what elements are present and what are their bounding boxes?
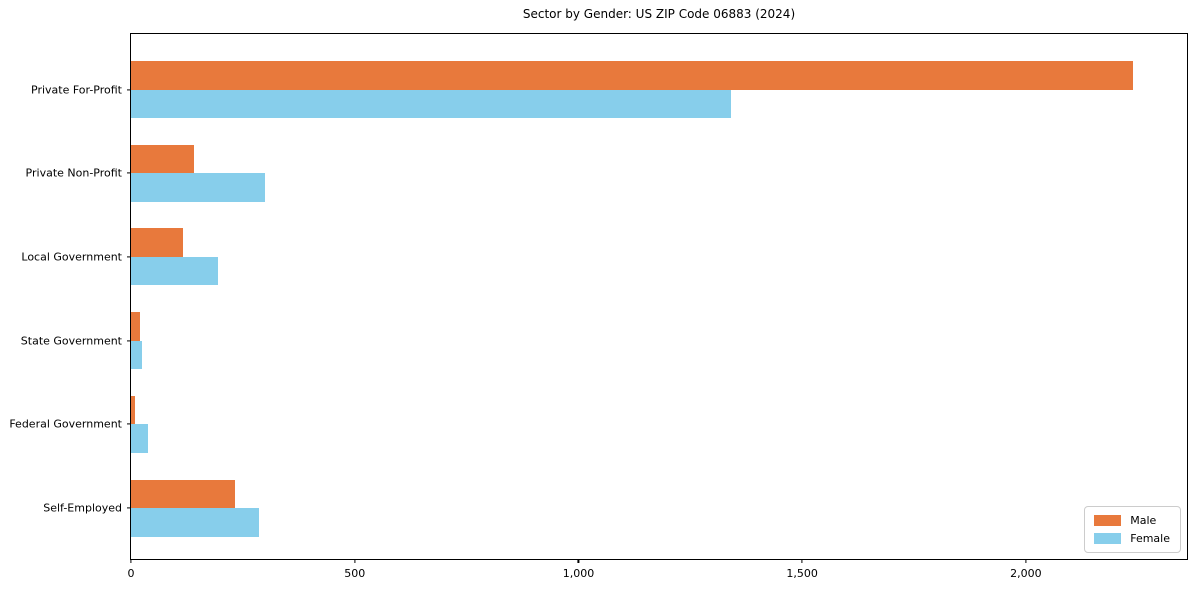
legend-label-male: Male: [1130, 514, 1157, 527]
legend-item-female: Female: [1094, 532, 1170, 545]
y-tick-private-non-profit: [127, 172, 131, 174]
y-tick-private-for-profit: [127, 88, 131, 91]
y-tick-local-government: [127, 256, 131, 258]
legend-swatch-female: [1094, 533, 1122, 544]
x-tick-2000: [1025, 559, 1027, 563]
category-label-federal-government: Federal Government: [9, 417, 122, 431]
legend-item-male: Male: [1094, 514, 1170, 527]
bar-female-private-for-profit: [131, 89, 731, 118]
bar-female-federal-government: [131, 424, 148, 453]
category-label-private-non-profit: Private Non-Profit: [25, 166, 122, 180]
chart-title: Sector by Gender: US ZIP Code 06883 (202…: [522, 7, 796, 21]
x-tick-1500: [801, 559, 803, 563]
legend-swatch-male: [1094, 515, 1122, 526]
bar-male-state-government: [131, 312, 140, 341]
category-label-local-government: Local Government: [21, 250, 122, 264]
x-tick-1000: [577, 559, 580, 563]
x-tick-500: [354, 559, 356, 563]
bar-male-private-for-profit: [131, 61, 1134, 90]
category-label-private-for-profit: Private For-Profit: [31, 83, 122, 96]
legend: Male Female: [1084, 506, 1181, 553]
x-tick-label-500: 500: [344, 567, 366, 580]
y-tick-federal-government: [127, 423, 131, 425]
x-tick-label-1500: 1,500: [786, 567, 818, 580]
bar-male-private-non-profit: [131, 144, 194, 174]
y-tick-self-employed: [127, 507, 131, 509]
bar-male-self-employed: [131, 479, 235, 508]
bar-female-state-government: [131, 340, 143, 370]
bar-female-self-employed: [131, 508, 260, 537]
bar-female-local-government: [131, 256, 219, 286]
bar-male-federal-government: [131, 395, 136, 425]
x-tick-label-2000: 2,000: [1010, 567, 1042, 580]
y-tick-state-government: [127, 340, 131, 342]
x-tick-label-1000: 1,000: [562, 567, 595, 580]
bar-male-local-government: [131, 228, 184, 257]
legend-label-female: Female: [1130, 532, 1170, 545]
category-label-state-government: State Government: [20, 334, 122, 348]
bar-female-private-non-profit: [131, 173, 266, 202]
x-tick-label-0: 0: [127, 567, 135, 580]
category-label-self-employed: Self-Employed: [43, 501, 122, 515]
x-tick-0: [130, 559, 132, 563]
plot-area: Male Female Private For-Profit Private No…: [9, 33, 1188, 580]
